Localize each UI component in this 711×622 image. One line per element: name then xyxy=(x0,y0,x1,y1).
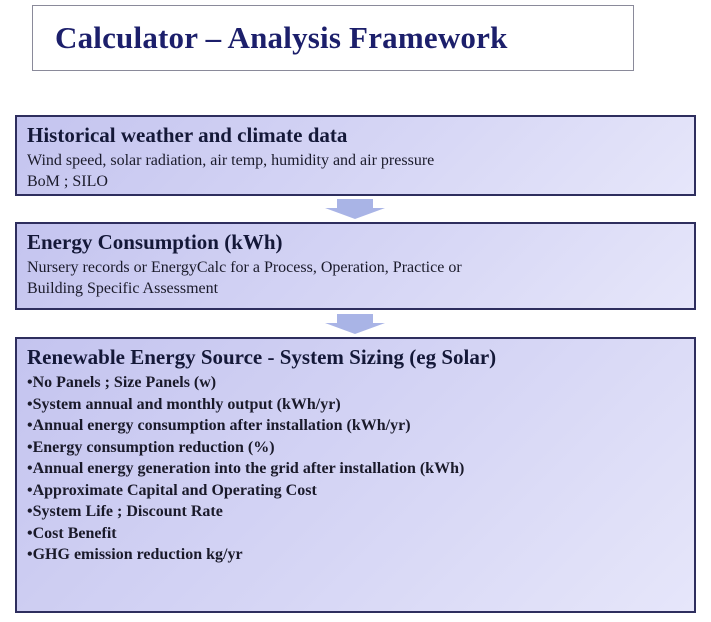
title-box: Calculator – Analysis Framework xyxy=(32,5,634,71)
box-line: •GHG emission reduction kg/yr xyxy=(27,546,243,563)
box-heading: Renewable Energy Source - System Sizing … xyxy=(27,345,497,369)
box-line: •System annual and monthly output (kWh/y… xyxy=(27,395,341,413)
box: Renewable Energy Source - System Sizing … xyxy=(15,337,696,613)
box-line: •Cost Benefit xyxy=(27,524,117,542)
box-line: •Annual energy consumption after install… xyxy=(27,417,411,434)
box-line: •Approximate Capital and Operating Cost xyxy=(27,481,317,499)
box-line: •Energy consumption reduction (%) xyxy=(27,438,275,456)
arrow xyxy=(325,199,385,219)
box-line: Wind speed, solar radiation, air temp, h… xyxy=(27,152,435,169)
box-heading: Historical weather and climate data xyxy=(27,123,348,147)
box-line: Nursery records or EnergyCalc for a Proc… xyxy=(27,259,462,276)
box-line: •Annual energy generation into the grid … xyxy=(27,460,465,477)
arrow xyxy=(325,314,385,334)
box-line: Building Specific Assessment xyxy=(27,280,219,297)
title: Calculator – Analysis Framework xyxy=(55,20,508,55)
box-line: •System Life ; Discount Rate xyxy=(27,503,223,520)
box-line: •No Panels ; Size Panels (w) xyxy=(27,374,217,391)
box: Historical weather and climate data Wind … xyxy=(15,115,696,196)
box-heading: Energy Consumption (kWh) xyxy=(27,230,283,254)
box-line: BoM ; SILO xyxy=(27,173,108,190)
box: Energy Consumption (kWh) Nursery records … xyxy=(15,222,696,310)
